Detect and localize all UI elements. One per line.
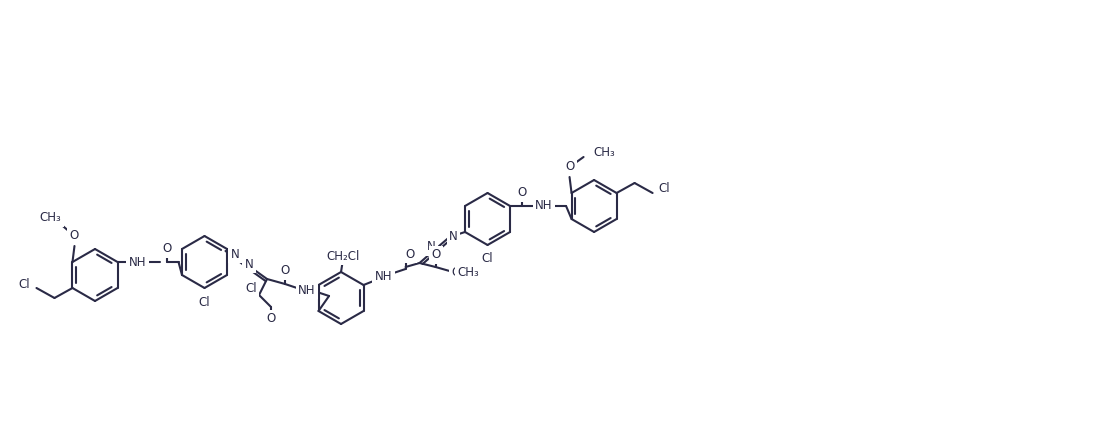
- Text: Cl: Cl: [659, 183, 670, 195]
- Text: O: O: [281, 265, 290, 277]
- Text: N: N: [427, 241, 436, 253]
- Text: O: O: [431, 249, 440, 262]
- Text: O: O: [162, 242, 171, 255]
- Text: O: O: [267, 313, 275, 326]
- Text: CH₃: CH₃: [457, 266, 479, 279]
- Text: Cl: Cl: [246, 283, 257, 296]
- Text: CH₃: CH₃: [593, 146, 615, 160]
- Text: N: N: [449, 231, 457, 243]
- Text: Cl: Cl: [482, 252, 494, 266]
- Text: O: O: [565, 160, 574, 174]
- Text: NH: NH: [375, 270, 393, 283]
- Text: CH₃: CH₃: [39, 211, 61, 225]
- Text: Cl: Cl: [199, 296, 211, 309]
- Text: NH: NH: [128, 255, 146, 269]
- Text: O: O: [70, 229, 79, 242]
- Text: O: O: [451, 266, 460, 279]
- Text: Cl: Cl: [19, 277, 31, 290]
- Text: N: N: [245, 258, 253, 270]
- Text: N: N: [230, 248, 239, 260]
- Text: O: O: [518, 187, 527, 200]
- Text: O: O: [405, 248, 415, 260]
- Text: CH₂Cl: CH₂Cl: [326, 249, 360, 262]
- Text: NH: NH: [298, 283, 316, 296]
- Text: NH: NH: [535, 200, 553, 212]
